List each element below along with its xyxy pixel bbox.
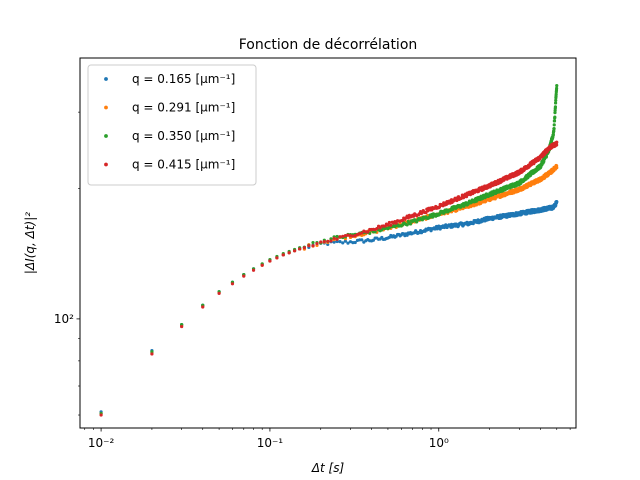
chart-title: Fonction de décorrélation (239, 37, 418, 53)
data-point (353, 240, 357, 245)
data-point (343, 239, 348, 243)
series-4 (99, 140, 559, 417)
data-point (542, 159, 546, 164)
data-point (281, 253, 285, 257)
data-point (287, 251, 291, 255)
data-point (400, 218, 405, 223)
data-point (230, 282, 235, 286)
data-point (329, 239, 333, 243)
data-point (298, 247, 302, 251)
axes-frame (79, 57, 577, 429)
legend-marker (104, 162, 108, 167)
data-point (553, 115, 557, 119)
data-point (341, 241, 345, 245)
data-point (348, 234, 353, 238)
data-point (338, 235, 342, 239)
data-point (360, 238, 364, 242)
data-point (201, 305, 205, 309)
data-point (275, 256, 279, 260)
data-point (555, 143, 559, 147)
data-point (554, 98, 558, 102)
x-tick-label: 10⁻¹ (257, 436, 284, 450)
data-point (555, 84, 559, 88)
data-point (552, 127, 556, 131)
data-point (338, 240, 342, 244)
data-point (386, 223, 390, 227)
data-point (335, 239, 339, 244)
legend: q = 0.165 [μm⁻¹] q = 0.291 [μm⁻¹] q = 0.35… (87, 64, 257, 186)
data-point (293, 249, 297, 253)
data-point (552, 123, 556, 127)
data-point (375, 227, 379, 231)
data-point (348, 240, 353, 244)
legend-marker (104, 77, 108, 81)
data-point (553, 101, 558, 105)
data-point (408, 222, 413, 226)
data-point (332, 236, 336, 240)
data-point (217, 291, 221, 295)
data-point (555, 140, 559, 144)
data-point (302, 246, 306, 250)
data-point (552, 119, 557, 123)
data-point (242, 274, 246, 278)
data-point (322, 239, 326, 244)
legend-box (87, 64, 257, 186)
data-point (332, 240, 336, 244)
data-point (371, 238, 375, 242)
x-axis-label: Δt [s] (311, 461, 345, 475)
axis-ticks: 10⁻² 10⁻¹ 10⁰ 10² (54, 111, 571, 450)
legend-label: q = 0.291 [μm⁻¹] (132, 101, 235, 115)
legend-label: q = 0.165 [μm⁻¹] (132, 72, 235, 86)
data-point (555, 200, 559, 204)
y-tick-label: 10² (54, 312, 74, 326)
data-point (555, 166, 559, 170)
data-point (311, 240, 315, 245)
data-point (346, 233, 350, 237)
data-point (387, 220, 391, 225)
data-point (437, 205, 442, 209)
data-point (553, 105, 558, 109)
data-point (351, 241, 355, 245)
data-point (150, 352, 154, 356)
data-point (341, 234, 345, 238)
data-point (389, 223, 393, 227)
x-tick-label: 10⁻² (88, 436, 115, 450)
y-axis-label: |ΔI(q, Δt)|² (23, 212, 37, 274)
data-point (319, 240, 323, 244)
data-point (366, 230, 370, 234)
data-point (343, 233, 348, 238)
data-point (326, 239, 330, 243)
data-point (315, 241, 319, 246)
data-point (335, 237, 339, 241)
legend-marker (104, 134, 108, 138)
series-3 (99, 84, 559, 416)
legend-label: q = 0.350 [μm⁻¹] (132, 129, 235, 143)
data-point (307, 244, 311, 248)
data-point (360, 231, 364, 235)
legend-marker (104, 105, 108, 110)
data-point (555, 86, 559, 90)
data-point (554, 92, 558, 96)
data-point (346, 241, 350, 245)
data-point (335, 234, 339, 239)
data-point (394, 221, 398, 225)
data-point (451, 207, 455, 211)
data-points (99, 84, 559, 417)
x-tick-label: 10⁰ (429, 436, 449, 450)
data-point (251, 268, 256, 272)
data-point (311, 244, 315, 248)
data-point (180, 324, 184, 329)
data-point (426, 209, 430, 213)
data-point (260, 263, 264, 267)
data-point (405, 223, 409, 227)
data-point (99, 413, 103, 417)
legend-label: q = 0.415 [μm⁻¹] (132, 158, 235, 172)
data-point (373, 230, 377, 234)
data-point (268, 259, 272, 263)
data-point (150, 350, 154, 354)
